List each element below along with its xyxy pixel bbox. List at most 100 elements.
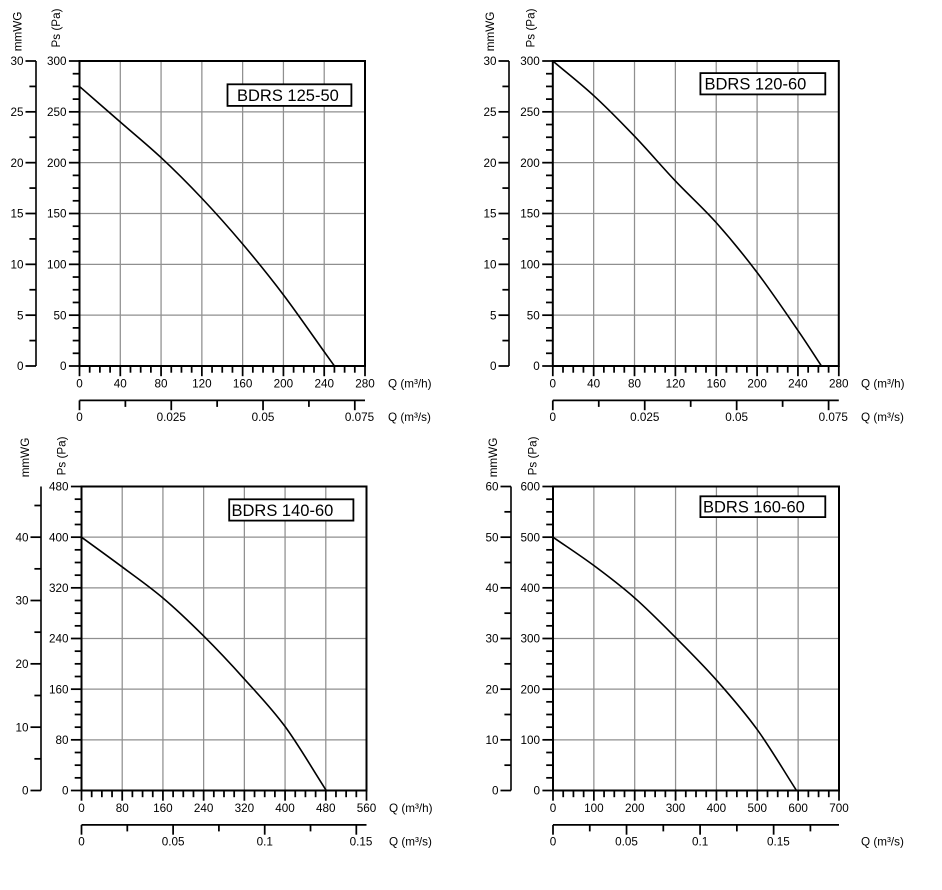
svg-text:0.025: 0.025	[630, 411, 660, 424]
svg-text:150: 150	[520, 208, 540, 221]
svg-text:500: 500	[520, 531, 540, 544]
svg-text:80: 80	[628, 377, 642, 390]
svg-text:15: 15	[10, 208, 24, 221]
svg-text:15: 15	[483, 208, 497, 221]
svg-text:BDRS 125-50: BDRS 125-50	[237, 87, 339, 105]
svg-text:0: 0	[533, 785, 540, 798]
svg-text:400: 400	[520, 582, 540, 595]
svg-text:200: 200	[47, 157, 67, 170]
svg-text:20: 20	[483, 157, 497, 170]
svg-text:mmWG: mmWG	[487, 438, 500, 478]
svg-text:100: 100	[584, 802, 604, 815]
svg-text:0.15: 0.15	[767, 835, 790, 848]
svg-text:0.075: 0.075	[345, 411, 375, 424]
svg-text:280: 280	[355, 377, 375, 390]
svg-text:240: 240	[194, 802, 214, 815]
svg-text:Ps (Pa): Ps (Pa)	[527, 436, 540, 475]
svg-text:Q (m³/s): Q (m³/s)	[388, 411, 431, 424]
svg-text:200: 200	[520, 683, 540, 696]
svg-text:30: 30	[485, 633, 499, 646]
svg-text:10: 10	[485, 734, 499, 747]
svg-text:40: 40	[15, 531, 29, 544]
svg-text:mmWG: mmWG	[11, 12, 24, 52]
svg-text:5: 5	[17, 309, 24, 322]
svg-text:BDRS 160-60: BDRS 160-60	[703, 499, 805, 517]
svg-text:Ps (Pa): Ps (Pa)	[525, 8, 538, 47]
svg-text:320: 320	[49, 582, 69, 595]
svg-text:100: 100	[520, 259, 540, 272]
svg-text:50: 50	[527, 309, 541, 322]
svg-text:500: 500	[748, 802, 768, 815]
svg-text:120: 120	[192, 377, 212, 390]
svg-text:400: 400	[275, 802, 295, 815]
svg-text:80: 80	[116, 802, 130, 815]
svg-text:0: 0	[492, 785, 499, 798]
svg-text:0: 0	[533, 360, 540, 373]
svg-text:0: 0	[22, 785, 29, 798]
svg-text:240: 240	[788, 377, 808, 390]
svg-text:0.15: 0.15	[350, 835, 373, 848]
svg-text:80: 80	[155, 377, 169, 390]
svg-text:30: 30	[483, 55, 497, 68]
svg-text:400: 400	[707, 802, 727, 815]
svg-text:160: 160	[49, 683, 69, 696]
svg-text:40: 40	[587, 377, 601, 390]
svg-text:0.025: 0.025	[157, 411, 187, 424]
svg-text:50: 50	[485, 531, 499, 544]
svg-text:200: 200	[625, 802, 645, 815]
svg-text:0.1: 0.1	[257, 835, 273, 848]
svg-text:25: 25	[483, 106, 497, 119]
svg-text:120: 120	[666, 377, 686, 390]
svg-text:0: 0	[78, 802, 85, 815]
svg-text:40: 40	[485, 582, 499, 595]
svg-text:20: 20	[15, 658, 29, 671]
svg-text:mmWG: mmWG	[19, 438, 32, 478]
svg-text:480: 480	[316, 802, 336, 815]
svg-text:0: 0	[60, 360, 67, 373]
svg-text:Q (m³/s): Q (m³/s)	[861, 835, 904, 848]
svg-text:0: 0	[78, 835, 85, 848]
svg-text:20: 20	[485, 683, 499, 696]
svg-text:30: 30	[10, 55, 24, 68]
svg-text:100: 100	[47, 259, 67, 272]
svg-text:280: 280	[829, 377, 849, 390]
svg-text:40: 40	[114, 377, 128, 390]
svg-text:0: 0	[550, 411, 557, 424]
svg-text:160: 160	[706, 377, 726, 390]
svg-text:0: 0	[17, 360, 24, 373]
svg-text:10: 10	[15, 721, 29, 734]
svg-text:Ps (Pa): Ps (Pa)	[55, 436, 68, 475]
svg-text:200: 200	[747, 377, 767, 390]
svg-text:0: 0	[550, 802, 557, 815]
svg-text:560: 560	[357, 802, 377, 815]
svg-text:400: 400	[49, 531, 69, 544]
svg-text:160: 160	[153, 802, 173, 815]
svg-text:250: 250	[520, 106, 540, 119]
svg-text:300: 300	[666, 802, 686, 815]
svg-text:250: 250	[47, 106, 67, 119]
svg-text:BDRS 140-60: BDRS 140-60	[232, 502, 334, 520]
svg-text:320: 320	[235, 802, 255, 815]
svg-text:0: 0	[62, 785, 69, 798]
svg-text:0.1: 0.1	[692, 835, 708, 848]
svg-text:Q (m³/h): Q (m³/h)	[388, 377, 432, 390]
svg-text:10: 10	[483, 259, 497, 272]
svg-text:100: 100	[520, 734, 540, 747]
svg-text:700: 700	[829, 802, 849, 815]
svg-text:80: 80	[55, 734, 69, 747]
svg-text:0.05: 0.05	[162, 835, 185, 848]
svg-text:480: 480	[49, 481, 69, 494]
svg-text:240: 240	[314, 377, 334, 390]
svg-text:60: 60	[485, 481, 499, 494]
svg-text:0.05: 0.05	[252, 411, 275, 424]
svg-text:200: 200	[274, 377, 294, 390]
svg-text:160: 160	[233, 377, 253, 390]
svg-text:50: 50	[53, 309, 67, 322]
svg-text:mmWG: mmWG	[484, 12, 497, 52]
svg-text:600: 600	[520, 481, 540, 494]
svg-text:0.05: 0.05	[725, 411, 748, 424]
svg-text:Q (m³/h): Q (m³/h)	[389, 802, 433, 815]
svg-text:0: 0	[76, 411, 83, 424]
svg-text:0.075: 0.075	[819, 411, 849, 424]
svg-text:0.05: 0.05	[615, 835, 638, 848]
